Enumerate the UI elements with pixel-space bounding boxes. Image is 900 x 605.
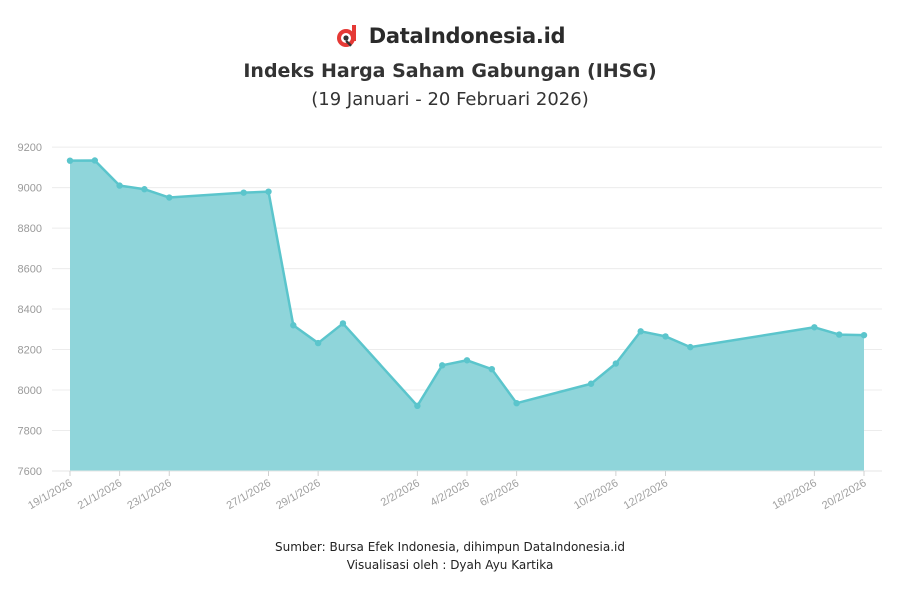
y-tick-label: 7600 — [18, 466, 42, 478]
data-point — [612, 360, 620, 367]
y-tick-label: 8200 — [18, 345, 42, 357]
data-point — [463, 357, 471, 364]
data-point — [687, 343, 694, 351]
credit-note: Visualisasi oleh : Dyah Ayu Kartika — [346, 558, 554, 572]
x-tick-label: 12/2/2026 — [622, 477, 670, 512]
data-point — [414, 402, 421, 410]
data-point — [290, 322, 297, 329]
x-tick-label: 18/2/2026 — [770, 477, 818, 512]
data-point — [637, 328, 644, 335]
data-point — [513, 399, 520, 407]
y-tick-label: 7800 — [18, 426, 42, 438]
data-point — [66, 157, 74, 164]
chart-subtitle: (19 Januari - 20 Februari 2026) — [311, 89, 589, 110]
data-point — [314, 339, 322, 347]
dataindonesia-logo-icon — [336, 25, 356, 47]
x-tick-label: 20/2/2026 — [820, 477, 868, 512]
x-tick-label: 21/1/2026 — [76, 477, 124, 512]
data-point — [860, 331, 868, 339]
x-tick-label: 29/1/2026 — [274, 477, 322, 512]
data-point — [488, 365, 496, 373]
data-point — [587, 380, 595, 387]
brand-name: DataIndonesia.id — [368, 24, 566, 48]
x-tick-label: 10/2/2026 — [572, 477, 620, 512]
data-point — [662, 333, 669, 340]
data-point — [811, 324, 818, 331]
data-point — [240, 189, 247, 196]
data-point — [166, 194, 173, 201]
x-tick-label: 27/1/2026 — [225, 477, 273, 512]
data-point — [339, 320, 347, 327]
brand-header: DataIndonesia.id — [0, 20, 900, 52]
data-point — [91, 157, 99, 164]
chart-title: Indeks Harga Saham Gabungan (IHSG) — [243, 60, 657, 82]
y-tick-label: 9200 — [18, 142, 42, 154]
x-tick-label: 23/1/2026 — [125, 477, 173, 512]
y-tick-label: 8000 — [18, 385, 42, 397]
y-tick-label: 9000 — [18, 183, 42, 195]
x-tick-label: 19/1/2026 — [26, 477, 74, 512]
data-point — [265, 188, 272, 195]
data-point — [141, 186, 148, 193]
area-fill — [70, 160, 864, 472]
data-point — [438, 362, 446, 369]
chart-footer: Sumber: Bursa Efek Indonesia, dihimpun D… — [0, 538, 900, 574]
data-point — [116, 182, 123, 189]
y-tick-label: 8800 — [18, 223, 42, 235]
y-tick-label: 8400 — [18, 304, 42, 316]
y-tick-label: 8600 — [18, 264, 42, 276]
data-point — [835, 331, 843, 338]
source-note: Sumber: Bursa Efek Indonesia, dihimpun D… — [275, 540, 625, 554]
x-tick-label: 2/2/2026 — [379, 477, 422, 509]
x-tick-label: 6/2/2026 — [478, 477, 521, 509]
x-tick-label: 4/2/2026 — [428, 477, 471, 509]
